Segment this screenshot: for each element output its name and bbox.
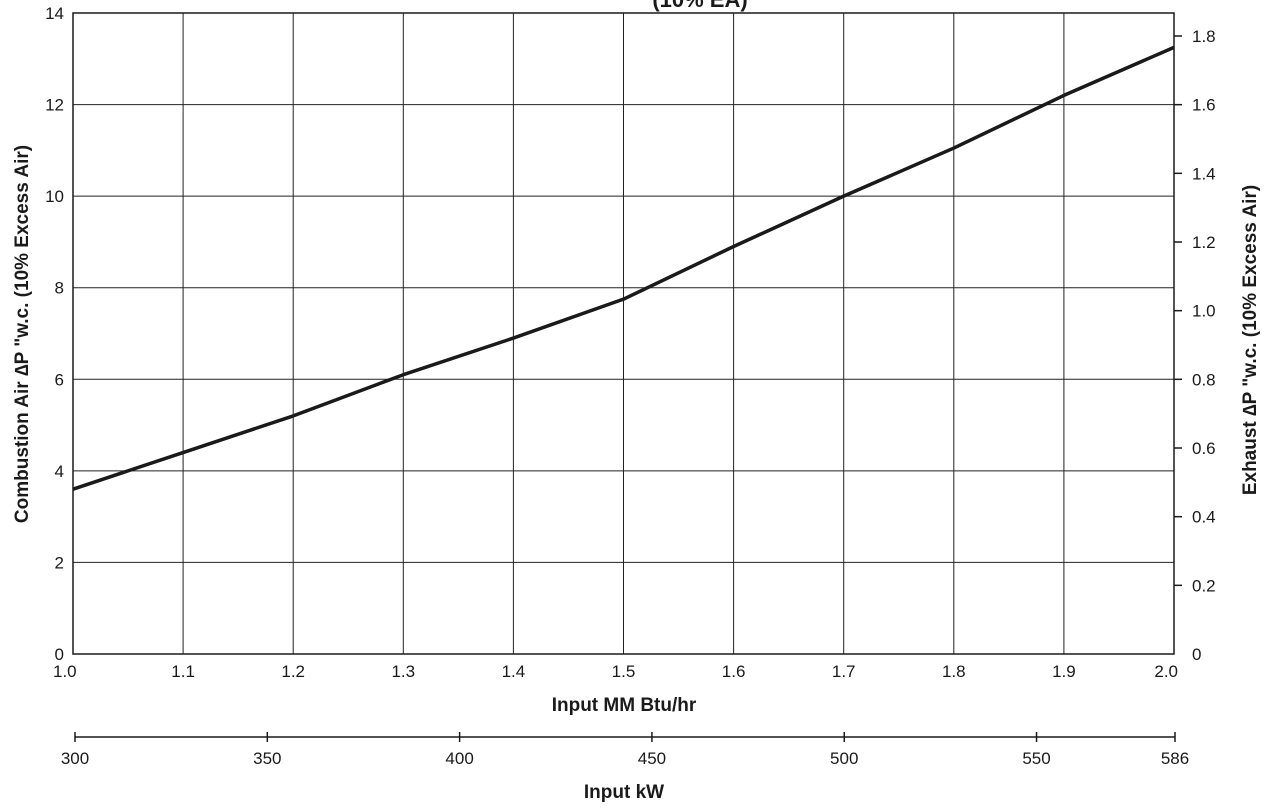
- y2-axis-ticks: 0 0.2 0.4 0.6 0.8 1.0 1.2 1.4 1.6 1.8: [1174, 27, 1216, 664]
- x-tick-label: 1.4: [502, 662, 526, 681]
- x-tick-label: 1.1: [171, 662, 195, 681]
- y2-tick-label: 0.2: [1192, 576, 1216, 595]
- x-tick-label: 1.7: [832, 662, 856, 681]
- y-tick-label: 8: [55, 279, 64, 298]
- x-tick-label: 1.5: [612, 662, 636, 681]
- x-tick-label: 1.8: [942, 662, 966, 681]
- y2-tick-label: 1.4: [1192, 164, 1216, 183]
- y2-tick-label: 0.6: [1192, 439, 1216, 458]
- x-tick-label: 1.2: [281, 662, 305, 681]
- x2-tick-label: 300: [61, 749, 89, 768]
- plot-frame: [72, 12, 1175, 655]
- y-axis-title: Combustion Air ∆P "w.c. (10% Excess Air): [12, 145, 33, 523]
- y2-tick-label: 0: [1192, 645, 1201, 664]
- x2-tick-label: 586: [1161, 749, 1189, 768]
- x2-tick-label: 350: [253, 749, 281, 768]
- x2-tick-label: 550: [1022, 749, 1050, 768]
- x2-tick-label: 400: [445, 749, 473, 768]
- x-tick-label: 1.0: [53, 662, 77, 681]
- y-axis-ticks: 0 2 4 6 8 10 12 14: [45, 4, 64, 664]
- x-axis-title: Input MM Btu/hr: [552, 695, 697, 716]
- y-tick-label: 14: [45, 4, 64, 23]
- x-tick-label: 1.3: [391, 662, 415, 681]
- x-tick-label: 2.0: [1154, 662, 1178, 681]
- y-tick-label: 6: [55, 370, 64, 389]
- chart-title: (10% EA): [652, 0, 747, 12]
- x2-axis-title: Input kW: [584, 782, 664, 803]
- grid: [73, 13, 1174, 654]
- series-line: [72, 45, 1175, 491]
- x-tick-label: 1.6: [722, 662, 746, 681]
- x2-tick-label: 500: [830, 749, 858, 768]
- y-tick-label: 12: [45, 96, 64, 115]
- y2-tick-label: 1.2: [1192, 233, 1216, 252]
- x2-tick-label: 450: [638, 749, 666, 768]
- y-tick-label: 2: [55, 553, 64, 572]
- y2-tick-label: 1.0: [1192, 302, 1216, 321]
- y2-tick-label: 0.4: [1192, 508, 1216, 527]
- y2-tick-label: 1.6: [1192, 96, 1216, 115]
- x2-axis-ticks: 300 350 400 450 500 550 586: [61, 732, 1189, 768]
- y-tick-label: 10: [45, 187, 64, 206]
- y-tick-label: 4: [55, 462, 64, 481]
- x-axis-ticks: 1.0 1.1 1.2 1.3 1.4 1.5 1.6 1.7 1.8 1.9 2.0: [53, 662, 1178, 681]
- y-tick-label: 0: [55, 645, 64, 664]
- y2-tick-label: 0.8: [1192, 370, 1216, 389]
- y2-axis-title: Exhaust ∆P "w.c. (10% Excess Air): [1240, 185, 1261, 495]
- x-tick-label: 1.9: [1052, 662, 1076, 681]
- y2-tick-label: 1.8: [1192, 27, 1216, 46]
